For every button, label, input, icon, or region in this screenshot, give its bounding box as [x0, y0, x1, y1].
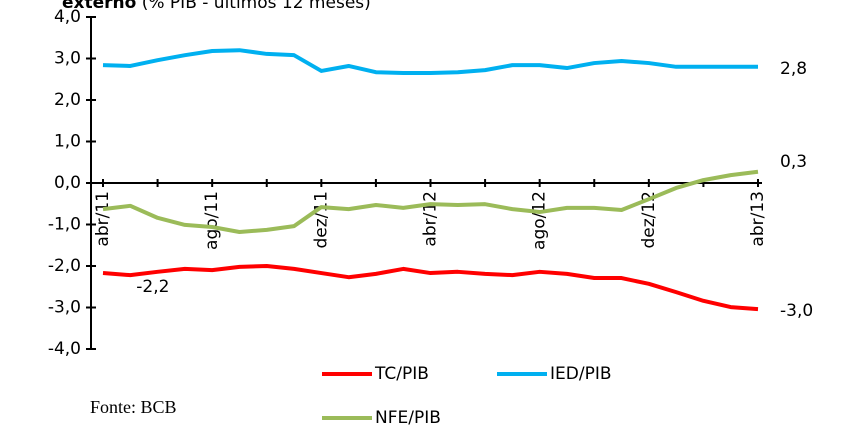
- x-tick-label: dez/12: [639, 191, 659, 249]
- chart-title-rest: (% PIB - últimos 12 meses): [142, 0, 371, 13]
- data-label: 2,8: [780, 59, 807, 79]
- y-tick-label: -3,0: [48, 298, 81, 318]
- source: Fonte: BCB: [90, 397, 177, 417]
- y-tick-label: 1,0: [54, 132, 81, 152]
- y-tick-label: 4,0: [54, 7, 81, 27]
- chart-title: externo (% PIB - últimos 12 meses): [62, 0, 371, 13]
- x-tick-label: ago/12: [530, 191, 550, 250]
- legend-label: NFE/PIB: [375, 408, 441, 428]
- y-tick-label: 3,0: [54, 49, 81, 69]
- x-tick-label: abr/11: [93, 191, 113, 247]
- line-series: [102, 169, 759, 234]
- x-tick-label: dez/11: [311, 191, 331, 249]
- y-tick-label: -2,0: [48, 256, 81, 276]
- line-series: [102, 48, 758, 76]
- y-tick-label: -4,0: [48, 339, 81, 359]
- x-tick-label: abr/13: [748, 191, 768, 247]
- data-label: -2,2: [136, 277, 169, 297]
- legend-label: TC/PIB: [374, 364, 429, 384]
- y-tick-label: 2,0: [54, 90, 81, 110]
- line-series: [102, 264, 759, 312]
- y-tick-label: 0,0: [54, 173, 81, 193]
- legend-label: IED/PIB: [550, 364, 612, 384]
- data-label: -3,0: [780, 301, 813, 321]
- x-tick-label: ago/11: [202, 191, 222, 250]
- data-label: 0,3: [780, 152, 807, 172]
- chart-title-bold: externo: [62, 0, 136, 13]
- x-tick-label: abr/12: [421, 191, 441, 247]
- y-tick-label: -1,0: [48, 215, 81, 235]
